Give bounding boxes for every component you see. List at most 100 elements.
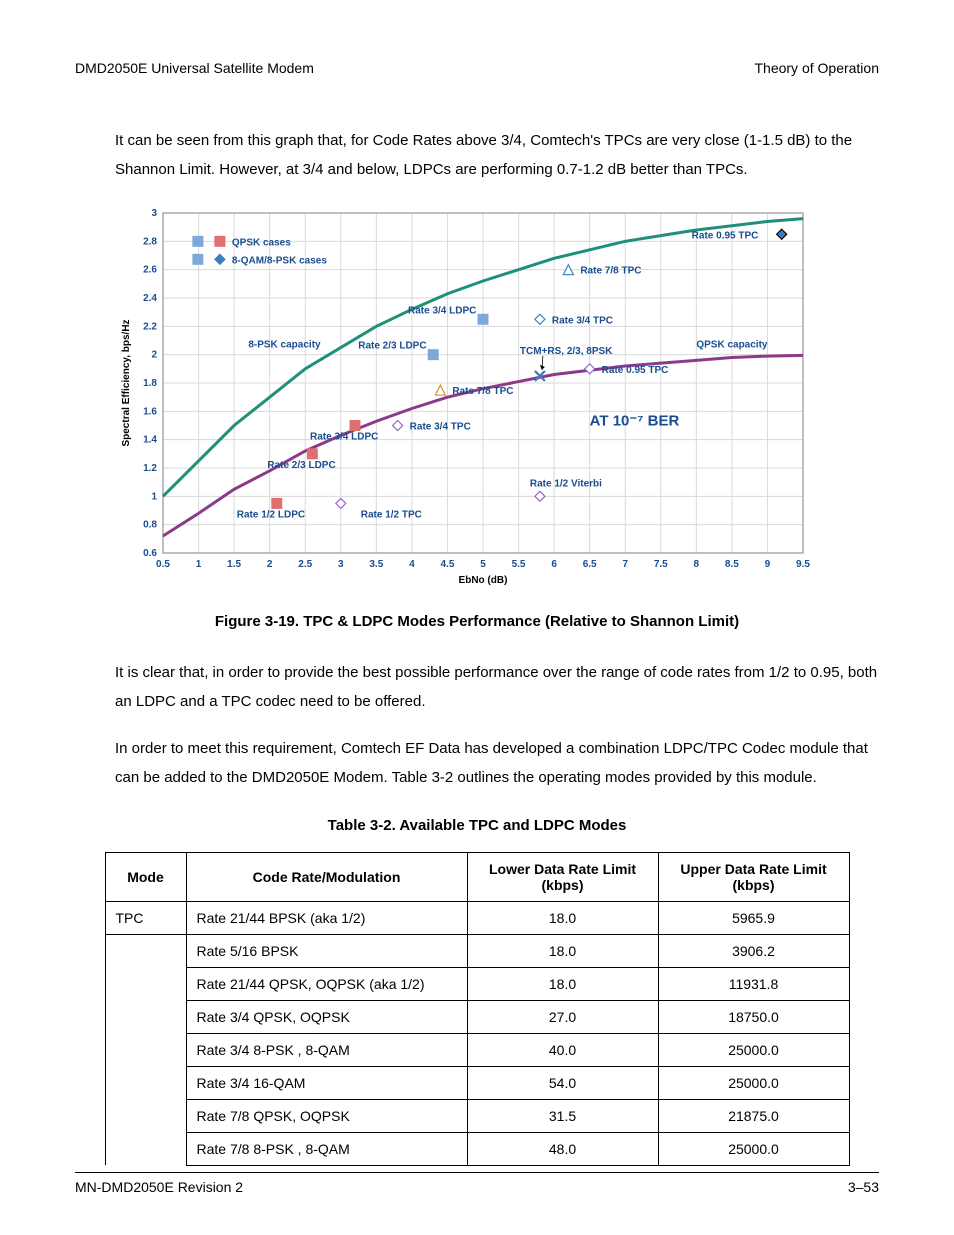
table-cell	[105, 1000, 186, 1033]
svg-text:4: 4	[409, 559, 415, 570]
page-header: DMD2050E Universal Satellite Modem Theor…	[75, 60, 879, 76]
table-cell	[105, 1132, 186, 1165]
svg-text:EbNo (dB): EbNo (dB)	[459, 575, 508, 586]
table-cell: Rate 7/8 8-PSK , 8-QAM	[186, 1132, 467, 1165]
paragraph-3: In order to meet this requirement, Comte…	[115, 734, 879, 793]
col-header: Upper Data Rate Limit(kbps)	[658, 852, 849, 901]
svg-text:5: 5	[480, 559, 486, 570]
table-row: Rate 21/44 QPSK, OQPSK (aka 1/2)18.01193…	[105, 967, 849, 1000]
table-row: Rate 3/4 16-QAM54.025000.0	[105, 1066, 849, 1099]
table-cell: 31.5	[467, 1099, 658, 1132]
svg-text:4.5: 4.5	[440, 559, 454, 570]
page-footer: MN-DMD2050E Revision 2 3–53	[75, 1172, 879, 1195]
table-cell	[105, 1066, 186, 1099]
svg-text:2.8: 2.8	[143, 236, 157, 247]
table-cell	[105, 967, 186, 1000]
svg-text:AT 10⁻⁷ BER: AT 10⁻⁷ BER	[590, 412, 680, 429]
svg-text:QPSK cases: QPSK cases	[232, 237, 291, 248]
col-header: Code Rate/Modulation	[186, 852, 467, 901]
table-cell: 40.0	[467, 1033, 658, 1066]
svg-text:Spectral Efficiency, bps/Hz: Spectral Efficiency, bps/Hz	[121, 319, 132, 446]
table-cell: Rate 3/4 8-PSK , 8-QAM	[186, 1033, 467, 1066]
svg-text:7: 7	[622, 559, 628, 570]
header-left: DMD2050E Universal Satellite Modem	[75, 60, 314, 76]
table-row: Rate 3/4 8-PSK , 8-QAM40.025000.0	[105, 1033, 849, 1066]
modes-table: ModeCode Rate/ModulationLower Data Rate …	[105, 852, 850, 1166]
svg-text:QPSK capacity: QPSK capacity	[696, 339, 768, 350]
chart-svg: 0.511.522.533.544.555.566.577.588.599.50…	[115, 203, 815, 593]
svg-text:Rate 3/4 LDPC: Rate 3/4 LDPC	[408, 305, 476, 316]
svg-text:1.6: 1.6	[143, 406, 157, 417]
svg-text:1.2: 1.2	[143, 463, 157, 474]
table-cell: 25000.0	[658, 1132, 849, 1165]
svg-text:7.5: 7.5	[654, 559, 668, 570]
table-row: Rate 5/16 BPSK18.03906.2	[105, 934, 849, 967]
table-row: Rate 7/8 8-PSK , 8-QAM48.025000.0	[105, 1132, 849, 1165]
header-right: Theory of Operation	[754, 60, 879, 76]
table-cell: 27.0	[467, 1000, 658, 1033]
svg-text:9.5: 9.5	[796, 559, 810, 570]
svg-text:0.6: 0.6	[143, 548, 157, 559]
svg-text:Rate 0.95 TPC: Rate 0.95 TPC	[692, 230, 759, 241]
svg-text:Rate 7/8 TPC: Rate 7/8 TPC	[580, 265, 641, 276]
footer-left: MN-DMD2050E Revision 2	[75, 1179, 243, 1195]
svg-text:8-QAM/8-PSK cases: 8-QAM/8-PSK cases	[232, 255, 327, 266]
svg-text:8.5: 8.5	[725, 559, 739, 570]
svg-text:3: 3	[151, 208, 157, 219]
figure-chart: 0.511.522.533.544.555.566.577.588.599.50…	[115, 203, 879, 593]
svg-text:8-PSK capacity: 8-PSK capacity	[248, 339, 321, 350]
svg-text:Rate 2/3 LDPC: Rate 2/3 LDPC	[358, 340, 426, 351]
table-cell: Rate 5/16 BPSK	[186, 934, 467, 967]
svg-text:5.5: 5.5	[512, 559, 526, 570]
svg-text:2.4: 2.4	[143, 293, 157, 304]
table-cell: 18.0	[467, 901, 658, 934]
table-row: Rate 3/4 QPSK, OQPSK27.018750.0	[105, 1000, 849, 1033]
svg-text:1: 1	[196, 559, 202, 570]
svg-text:Rate 0.95 TPC: Rate 0.95 TPC	[602, 364, 669, 375]
table-cell: 18750.0	[658, 1000, 849, 1033]
svg-text:1: 1	[151, 491, 157, 502]
svg-text:Rate 2/3 LDPC: Rate 2/3 LDPC	[267, 459, 335, 470]
svg-text:2.2: 2.2	[143, 321, 157, 332]
svg-text:8: 8	[694, 559, 700, 570]
col-header: Lower Data Rate Limit(kbps)	[467, 852, 658, 901]
svg-text:1.8: 1.8	[143, 378, 157, 389]
figure-caption: Figure 3-19. TPC & LDPC Modes Performanc…	[75, 613, 879, 630]
svg-text:0.5: 0.5	[156, 559, 170, 570]
col-header: Mode	[105, 852, 186, 901]
svg-text:9: 9	[765, 559, 771, 570]
table-cell: TPC	[105, 901, 186, 934]
table-cell: Rate 21/44 BPSK (aka 1/2)	[186, 901, 467, 934]
svg-text:Rate 1/2 TPC: Rate 1/2 TPC	[361, 509, 422, 520]
page: DMD2050E Universal Satellite Modem Theor…	[0, 0, 954, 1235]
svg-text:1.4: 1.4	[143, 434, 157, 445]
table-cell	[105, 934, 186, 967]
table-cell: 25000.0	[658, 1066, 849, 1099]
svg-text:Rate 3/4 LDPC: Rate 3/4 LDPC	[310, 431, 378, 442]
footer-right: 3–53	[848, 1179, 879, 1195]
table-row: TPCRate 21/44 BPSK (aka 1/2)18.05965.9	[105, 901, 849, 934]
table-cell: 5965.9	[658, 901, 849, 934]
svg-text:Rate 7/8 TPC: Rate 7/8 TPC	[452, 386, 513, 397]
svg-text:2: 2	[267, 559, 273, 570]
svg-text:2.6: 2.6	[143, 264, 157, 275]
svg-text:3.5: 3.5	[369, 559, 383, 570]
svg-text:Rate 3/4 TPC: Rate 3/4 TPC	[410, 421, 471, 432]
table-cell: 48.0	[467, 1132, 658, 1165]
table-cell: 54.0	[467, 1066, 658, 1099]
table-cell	[105, 1099, 186, 1132]
svg-text:Rate 1/2 LDPC: Rate 1/2 LDPC	[237, 509, 305, 520]
svg-text:0.8: 0.8	[143, 519, 157, 530]
table-cell: 25000.0	[658, 1033, 849, 1066]
table-cell: Rate 21/44 QPSK, OQPSK (aka 1/2)	[186, 967, 467, 1000]
paragraph-1: It can be seen from this graph that, for…	[115, 126, 879, 185]
table-cell: 18.0	[467, 934, 658, 967]
paragraph-2: It is clear that, in order to provide th…	[115, 658, 879, 717]
table-cell	[105, 1033, 186, 1066]
table-cell: Rate 3/4 QPSK, OQPSK	[186, 1000, 467, 1033]
table-row: Rate 7/8 QPSK, OQPSK31.521875.0	[105, 1099, 849, 1132]
svg-text:Rate 3/4 TPC: Rate 3/4 TPC	[552, 315, 613, 326]
svg-text:1.5: 1.5	[227, 559, 241, 570]
table-cell: 11931.8	[658, 967, 849, 1000]
svg-text:TCM+RS, 2/3, 8PSK: TCM+RS, 2/3, 8PSK	[520, 345, 613, 356]
